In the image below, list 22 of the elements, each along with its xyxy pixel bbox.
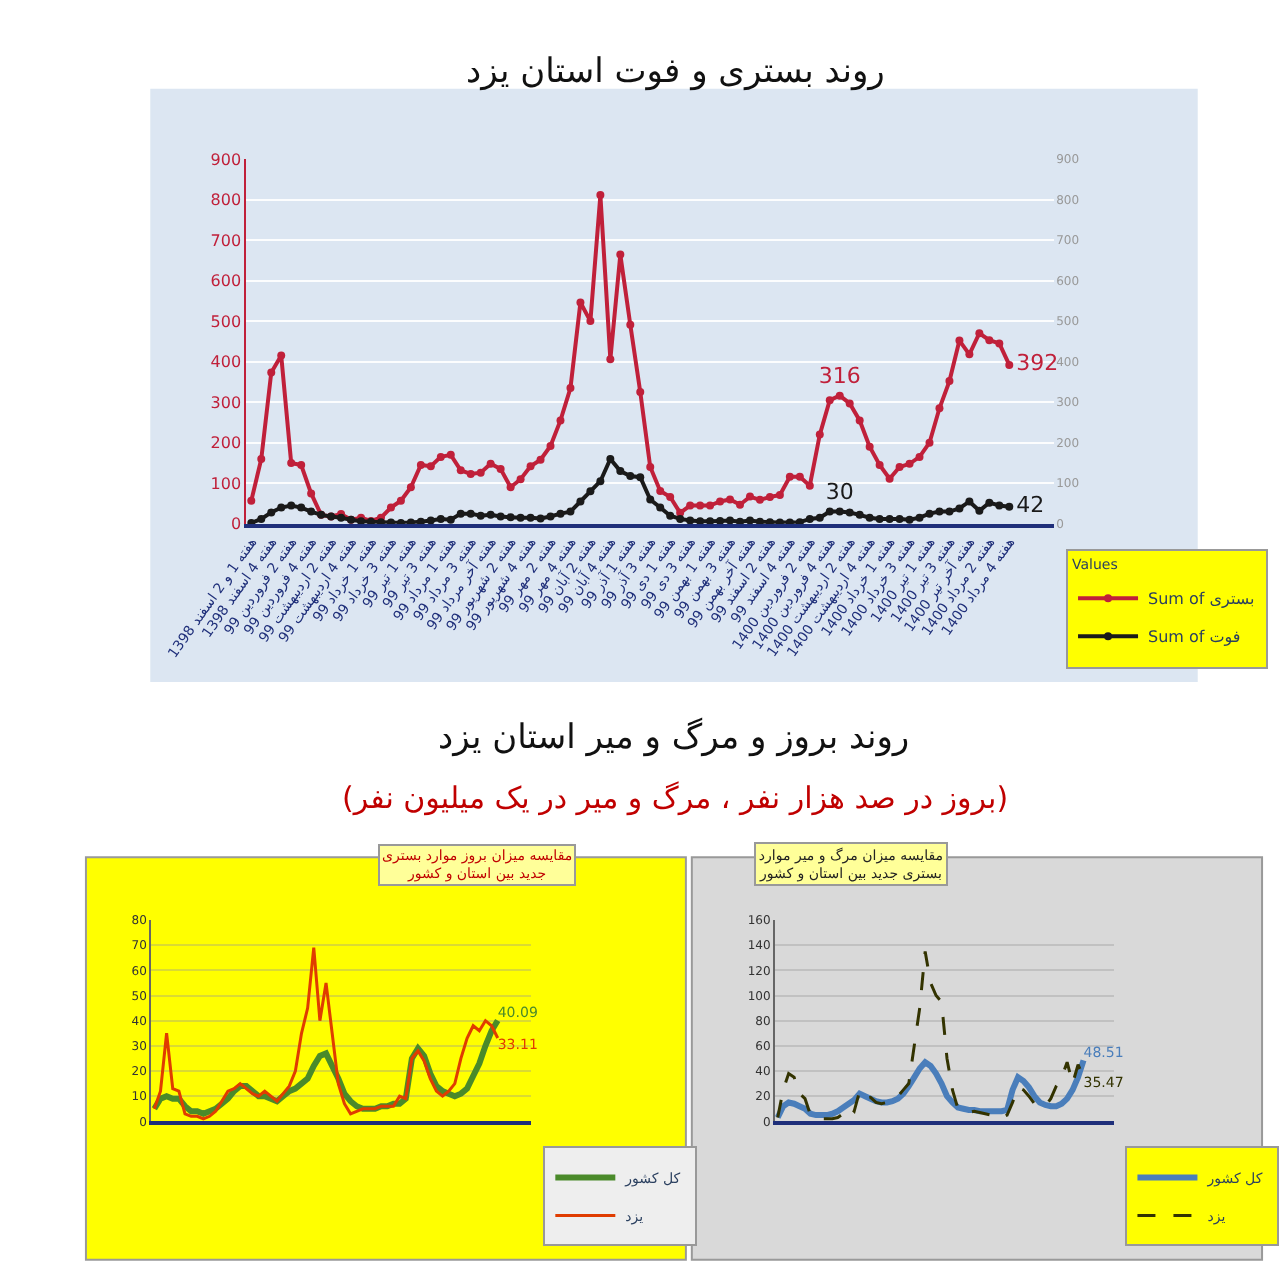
y-tick-label: 800 xyxy=(210,191,242,210)
text: (بروز در صد هزار نفر ، مرگ و میر در یک میلیون نفر) xyxy=(342,780,1009,816)
line-series xyxy=(774,1057,1087,1121)
line-series xyxy=(152,946,500,1121)
text: روند بروز و مرگ و میر استان یزد xyxy=(438,716,910,758)
line-series xyxy=(776,949,1086,1121)
legend-label: Sum of بستری xyxy=(1148,590,1255,609)
y-tick-label: 600 xyxy=(210,272,242,291)
y-tick-label: 700 xyxy=(210,231,242,250)
legend-label: Sum of فوت xyxy=(1148,628,1241,647)
y-tick-label: 0 xyxy=(230,515,242,534)
data-label: 392 xyxy=(1016,350,1059,377)
y-tick-label: 300 xyxy=(210,393,242,412)
y-tick-label: 500 xyxy=(210,312,242,331)
y-tick-label: 200 xyxy=(210,434,242,453)
data-label: 42 xyxy=(1016,492,1045,519)
chart-title: روند بستری و فوت استان یزد xyxy=(466,52,885,92)
data-label: 30 xyxy=(825,479,854,506)
data-label: 316 xyxy=(818,363,861,390)
y-tick-label: 100 xyxy=(210,474,242,493)
y-tick-label: 400 xyxy=(210,353,242,372)
y-tick-label: 900 xyxy=(210,150,242,169)
